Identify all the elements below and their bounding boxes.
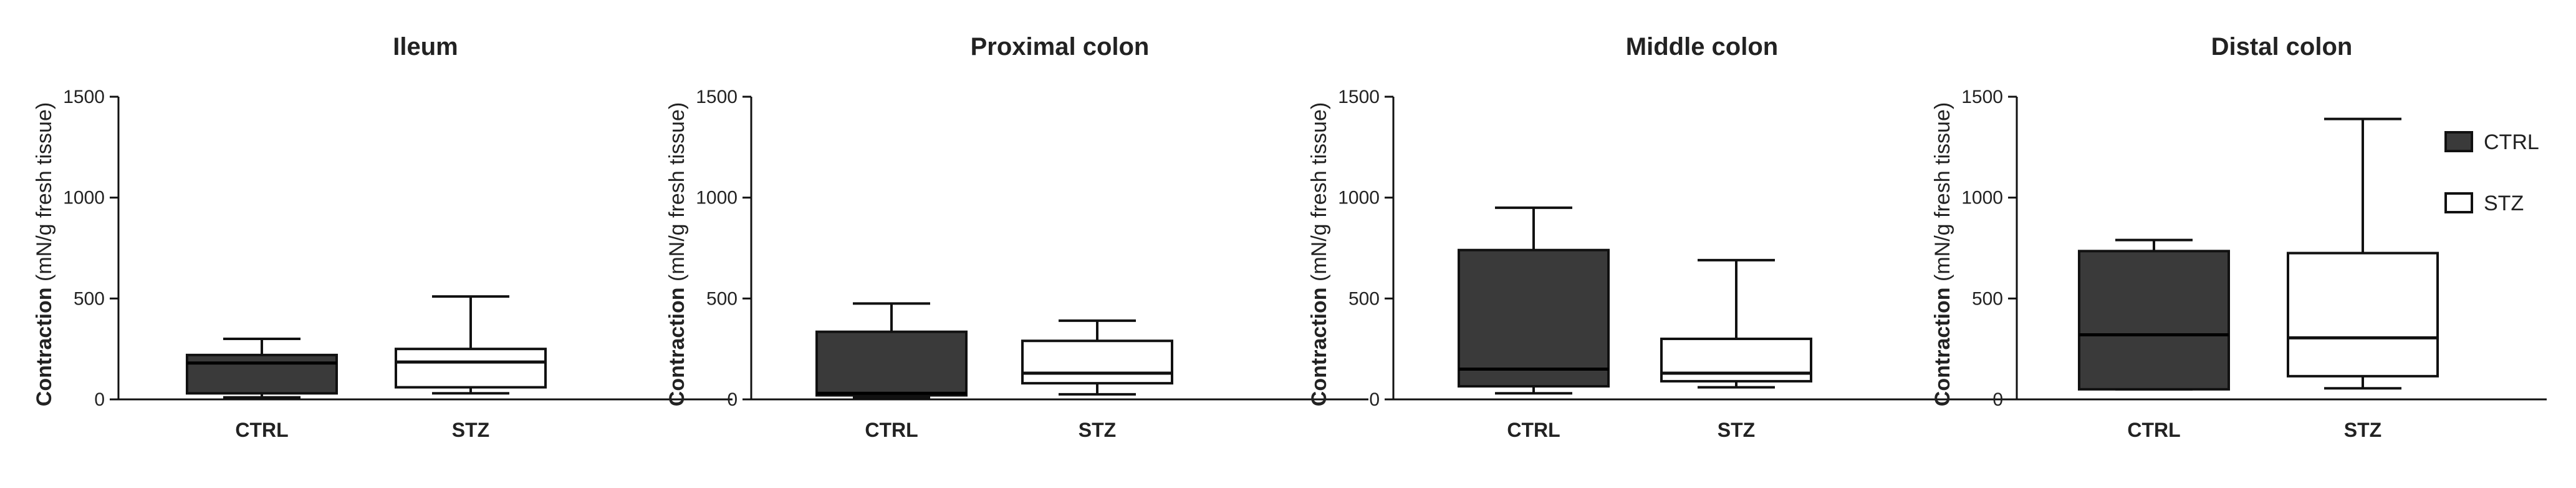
legend: CTRL STZ [2444,130,2539,215]
y-tick-label: 1000 [1961,188,2003,208]
y-axis-title-unit: (mN/g fresh tissue) [1931,102,1954,281]
box-ctrl [2078,238,2230,391]
y-tick-label: 500 [706,288,738,309]
box-iqr [1021,339,1173,385]
y-axis-title-unit: (mN/g fresh tissue) [32,102,56,281]
y-axis-title-bold: Contraction [665,281,689,406]
x-category-label: CTRL [2127,419,2180,441]
chart-title: Proximal colon [971,33,1150,61]
legend-label: CTRL [2484,130,2539,154]
box-iqr [2078,250,2230,391]
chart-panel: Proximal colon Contraction (mN/g fresh ti… [665,33,1368,441]
x-category-label: STZ [1079,419,1116,441]
box-iqr [1458,248,1610,388]
chart-title: Ileum [393,33,458,61]
y-axis-title-bold: Contraction [1931,281,1954,406]
y-tick-label: 500 [74,288,105,309]
y-tick-label: 500 [1348,288,1380,309]
box-iqr [395,348,547,389]
y-axis-title-bold: Contraction [32,281,56,406]
x-category-label: CTRL [235,419,288,441]
box-iqr [2287,251,2439,378]
chart-panel: Middle colon Contraction (mN/g fresh tiss… [1307,33,2011,441]
box-ctrl [186,338,338,399]
chart-panel: Ileum Contraction (mN/g fresh tissue) 0 500… [32,33,733,441]
box-iqr [186,353,338,395]
legend-label: STZ [2484,192,2524,215]
y-axis-title: Contraction (mN/g fresh tissue) [665,102,689,406]
x-category-label: CTRL [1507,419,1560,441]
y-axis-title: Contraction (mN/g fresh tissue) [1307,102,1331,406]
box-ctrl [1458,206,1610,395]
box-stz [395,295,547,395]
box-ctrl [815,302,968,399]
y-tick-label: 1000 [63,188,105,208]
box-iqr [815,330,968,397]
x-category-label: CTRL [865,419,918,441]
chart-title: Distal colon [2211,33,2353,61]
y-axis-title: Contraction (mN/g fresh tissue) [32,102,56,406]
box-iqr [1660,338,1812,383]
y-tick-label: 500 [1972,288,2003,309]
y-tick-label: 1500 [1338,87,1380,107]
y-axis-title-unit: (mN/g fresh tissue) [665,102,689,281]
y-tick-label: 0 [727,389,738,410]
y-axis-title-unit: (mN/g fresh tissue) [1307,102,1331,281]
y-tick-label: 1000 [1338,188,1380,208]
y-tick-label: 0 [1992,389,2003,410]
box-stz [1021,319,1173,396]
box-stz [1660,258,1812,389]
y-tick-label: 1500 [63,87,105,107]
legend-swatch [2444,192,2473,213]
x-category-label: STZ [452,419,489,441]
x-category-label: STZ [1718,419,1755,441]
chart-panel: Distal colon Contraction (mN/g fresh tiss… [1931,33,2547,441]
y-tick-label: 0 [1369,389,1380,410]
y-axis-title-bold: Contraction [1307,281,1331,406]
y-tick-label: 0 [94,389,105,410]
y-tick-label: 1000 [696,188,738,208]
legend-swatch [2444,131,2473,152]
y-axis-title: Contraction (mN/g fresh tissue) [1931,102,1954,406]
chart-title: Middle colon [1626,33,1778,61]
x-category-label: STZ [2344,419,2381,441]
y-tick-label: 1500 [1961,87,2003,107]
y-tick-label: 1500 [696,87,738,107]
box-stz [2287,117,2439,390]
